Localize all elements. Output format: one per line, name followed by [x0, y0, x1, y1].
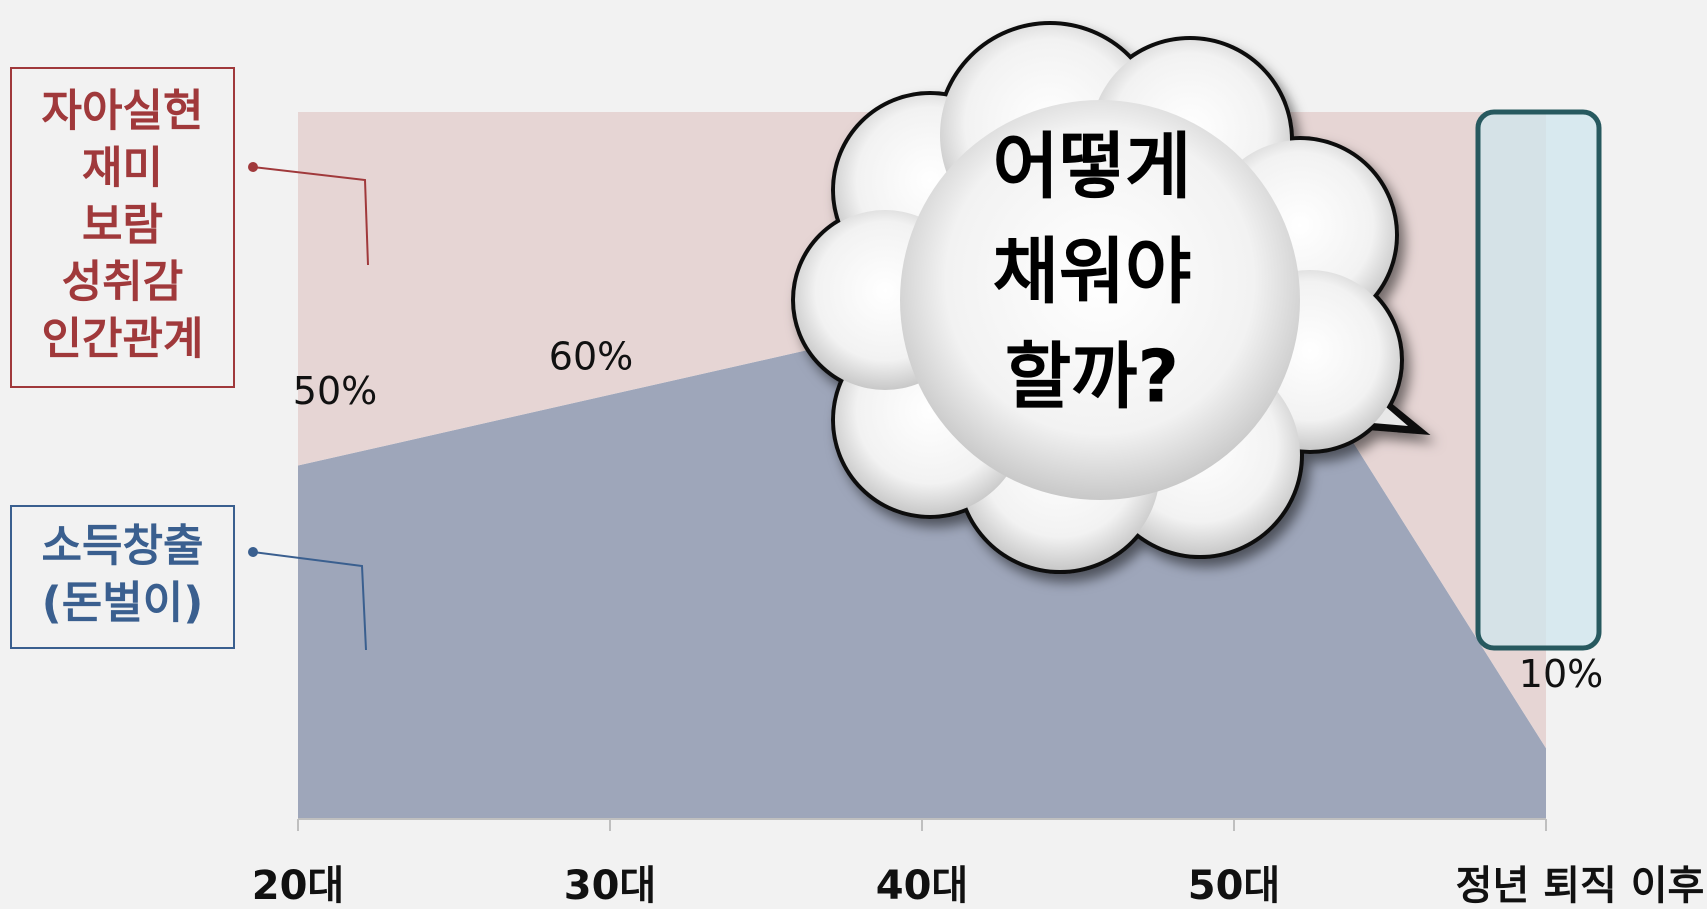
legend-label: 소득창출	[42, 521, 204, 572]
legend-box	[10, 505, 235, 649]
x-tick-label: 40대	[876, 863, 968, 909]
highlight-box	[1475, 109, 1602, 651]
x-tick-label: 50대	[1188, 863, 1280, 909]
cloud-fill	[900, 100, 1300, 500]
leader-dot	[248, 547, 258, 557]
legend-label: (돈벌이)	[42, 578, 204, 629]
legend-label: 자아실현	[42, 86, 204, 137]
x-tick-label: 정년 퇴직 이후	[1456, 863, 1705, 909]
area	[298, 112, 1546, 749]
value-label: 50%	[293, 369, 377, 413]
leader-dot	[248, 162, 258, 172]
annotation: 채워야	[993, 230, 1192, 314]
annotation: 어떻게	[993, 125, 1192, 209]
legend-label: 인간관계	[42, 314, 204, 365]
legend-label: 성취감	[62, 257, 183, 308]
x-tick-label: 20대	[252, 863, 344, 909]
value-label: 10%	[1519, 652, 1603, 696]
value-label: 60%	[549, 334, 633, 378]
legend-box	[10, 67, 235, 388]
leader-line	[252, 166, 369, 266]
thought-cloud	[791, 21, 1431, 574]
annotation: 할까?	[1005, 335, 1179, 419]
legend-label: 보람	[82, 200, 163, 251]
legend-label: 재미	[82, 143, 163, 194]
x-tick-label: 30대	[564, 863, 656, 909]
leader-line	[252, 551, 367, 651]
